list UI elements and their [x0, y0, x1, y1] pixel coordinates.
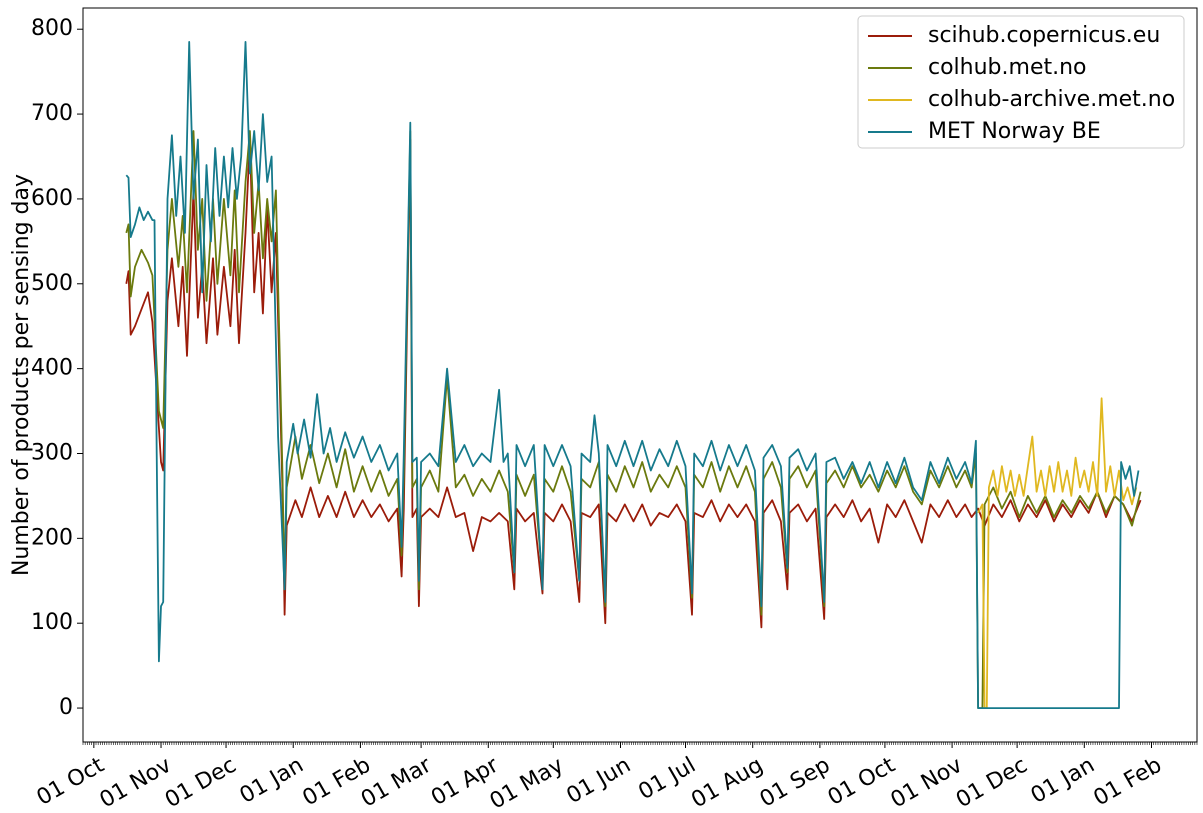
x-tick-label: 01 Jun: [563, 753, 636, 809]
legend-label: MET Norway BE: [928, 119, 1101, 144]
x-tick-label: 01 Aug: [687, 753, 767, 813]
y-axis: 0 100 200 300 400 500 600 700 800: [31, 16, 83, 720]
y-tick-label: 200: [31, 525, 73, 550]
x-tick-label: 01 Jan: [1027, 753, 1099, 809]
y-tick-label: 500: [31, 271, 73, 296]
x-tick-label: 01 Dec: [161, 753, 241, 813]
legend-box: [857, 15, 1185, 149]
y-axis-title: Number of products per sensing day: [9, 174, 34, 576]
y-tick-label: 0: [59, 695, 73, 720]
x-tick-label: 01 Oct: [824, 753, 900, 811]
x-tick-label: 01 Dec: [952, 753, 1032, 813]
x-tick-label: 01 Sep: [756, 753, 835, 813]
x-tick-label: 01 Jan: [236, 753, 308, 809]
series-line-2: [125, 130, 1142, 709]
x-tick-label: 01 May: [486, 753, 568, 813]
x-tick-label: 01 Feb: [1090, 753, 1167, 812]
series-layer: [125, 41, 1142, 709]
x-tick-label: 01 Nov: [96, 753, 176, 813]
y-tick-label: 600: [31, 186, 73, 211]
x-axis-minor-ticks: [82, 742, 1198, 745]
y-tick-label: 800: [31, 16, 73, 41]
y-tick-label: 100: [31, 610, 73, 635]
y-tick-label: 300: [31, 440, 73, 465]
x-tick-label: 01 Oct: [33, 753, 109, 811]
y-tick-label: 700: [31, 101, 73, 126]
series-line-3: [977, 397, 1138, 709]
x-tick-label: 01 Nov: [887, 753, 967, 813]
series-line-4: [125, 41, 1140, 709]
x-tick-label: 01 Mar: [357, 752, 437, 812]
legend: scihub.copernicus.eu colhub.met.no colhub-…: [857, 15, 1185, 149]
legend-label: scihub.copernicus.eu: [928, 23, 1160, 48]
legend-label: colhub.met.no: [928, 55, 1087, 80]
legend-label: colhub-archive.met.no: [928, 87, 1175, 112]
y-tick-label: 400: [31, 356, 73, 381]
series-line-1: [125, 138, 1142, 629]
